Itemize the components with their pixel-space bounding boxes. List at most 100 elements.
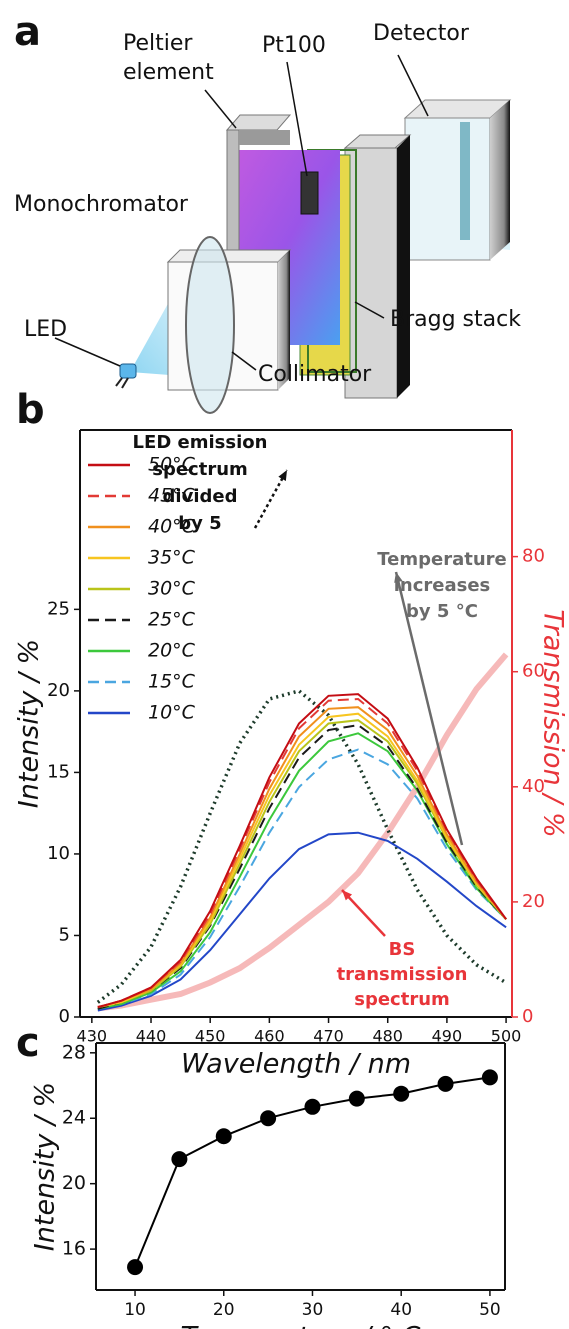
x-tick-label: 30: [302, 1300, 324, 1320]
y-axis-label: Intensity / %: [14, 639, 45, 808]
annotation: spectrum: [354, 989, 450, 1010]
point: [215, 1128, 232, 1145]
y-tick-label: 20: [47, 680, 70, 701]
panel-label: c: [16, 1020, 40, 1066]
annotation: BS: [389, 939, 416, 960]
arrow-head: [342, 890, 353, 901]
series-line: [97, 706, 507, 1009]
legend-label: 40°C: [148, 516, 196, 538]
point: [127, 1259, 144, 1276]
series-line: [97, 748, 507, 1010]
point: [348, 1090, 365, 1107]
y2-tick-label: 80: [522, 546, 545, 567]
peltier-right: [344, 147, 398, 399]
x-tick-label: 480: [372, 1027, 403, 1046]
series-line: [97, 693, 507, 1009]
x-tick-label: 20: [213, 1300, 235, 1320]
annotation: increases: [394, 575, 491, 596]
label-bragg: Bragg stack: [390, 307, 521, 332]
led: [119, 363, 137, 379]
label-led: LED: [24, 317, 67, 342]
legend-label: 45°C: [148, 485, 196, 507]
label-detector: Detector: [373, 21, 470, 46]
x-tick-label: 440: [136, 1027, 167, 1046]
x-tick-label: 500: [491, 1027, 522, 1046]
annotation: spectrum: [152, 459, 248, 480]
annotation-arrow: [394, 571, 464, 846]
y2-tick-label: 60: [522, 661, 545, 682]
point: [481, 1069, 498, 1086]
series-line: [96, 688, 508, 1004]
detector-side: [490, 100, 510, 260]
detector-slit: [460, 122, 470, 240]
legend-label: 15°C: [148, 671, 196, 693]
x-tick-label: 10: [124, 1300, 146, 1320]
label-peltier: Peltier: [123, 31, 193, 56]
collimator-side: [278, 250, 290, 390]
led-pin: [121, 377, 129, 389]
arrow-head: [394, 572, 403, 583]
legend-label: 35°C: [148, 547, 196, 569]
annotation: LED emission: [133, 432, 268, 453]
lens: [185, 236, 235, 414]
point: [437, 1075, 454, 1092]
panel-label: b: [16, 387, 45, 433]
series-line: [97, 719, 507, 1009]
y2-tick-label: 20: [522, 891, 545, 912]
annotation: divided: [163, 486, 238, 507]
y2-tick-label: 0: [522, 1006, 533, 1027]
y-tick-label: 28: [62, 1041, 86, 1063]
annotation: transmission: [337, 964, 468, 985]
x-axis-label: Temperature / ° C: [180, 1322, 420, 1329]
y-tick-label: 0: [59, 1006, 70, 1027]
x-tick-label: 460: [254, 1027, 285, 1046]
y-tick-label: 20: [62, 1172, 86, 1194]
pt100-sensor: [300, 171, 319, 215]
x-axis-label: Wavelength / nm: [181, 1049, 411, 1080]
point: [393, 1085, 410, 1102]
point: [171, 1151, 188, 1168]
y2-tick-label: 40: [522, 776, 545, 797]
label-monochromator: Monochromator: [14, 192, 189, 217]
legend-label: 10°C: [148, 702, 196, 724]
x-tick-label: 490: [432, 1027, 463, 1046]
legend-label: 25°C: [148, 609, 196, 631]
point: [304, 1098, 321, 1115]
x-tick-label: 430: [77, 1027, 108, 1046]
point: [260, 1110, 277, 1127]
legend-label: 20°C: [148, 640, 196, 662]
collimator-top: [166, 249, 292, 263]
series-line: [97, 697, 507, 1009]
x-tick-label: 50: [479, 1300, 501, 1320]
label-peltier: element: [123, 60, 214, 85]
peltier-top-left: [225, 114, 292, 131]
label-collimator: Collimator: [258, 362, 372, 387]
x-tick-label: 40: [390, 1300, 412, 1320]
series-line: [97, 831, 507, 1012]
led-pin: [115, 377, 123, 387]
peltier-left-edge: [239, 130, 290, 145]
peltier-right-side: [397, 135, 410, 398]
y-tick-label: 25: [47, 598, 70, 619]
arrow-head: [278, 470, 287, 481]
y2-axis-label: Transmission / %: [538, 609, 569, 837]
x-tick-label: 470: [313, 1027, 344, 1046]
annotation-arrow: [341, 889, 386, 937]
y-tick-label: 10: [47, 843, 70, 864]
annotation: by 5: [178, 513, 221, 534]
legend-label: 30°C: [148, 578, 196, 600]
y-axis-label: Intensity / %: [30, 1082, 61, 1251]
detector: [404, 117, 491, 261]
y-tick-label: 16: [62, 1238, 86, 1260]
x-tick-label: 450: [195, 1027, 226, 1046]
annotation: by 5 °C: [406, 601, 478, 622]
annotation: Temperature: [377, 549, 506, 570]
series-line: [97, 652, 509, 1012]
panel-label: a: [14, 9, 41, 55]
label-pt100: Pt100: [262, 33, 326, 58]
leader-lines: [54, 54, 429, 371]
setup-diagram: a Peltier element Pt100 Detector Monochr…: [14, 9, 521, 414]
legend-label: 50°C: [148, 454, 196, 476]
annotation-arrow: [253, 469, 289, 529]
